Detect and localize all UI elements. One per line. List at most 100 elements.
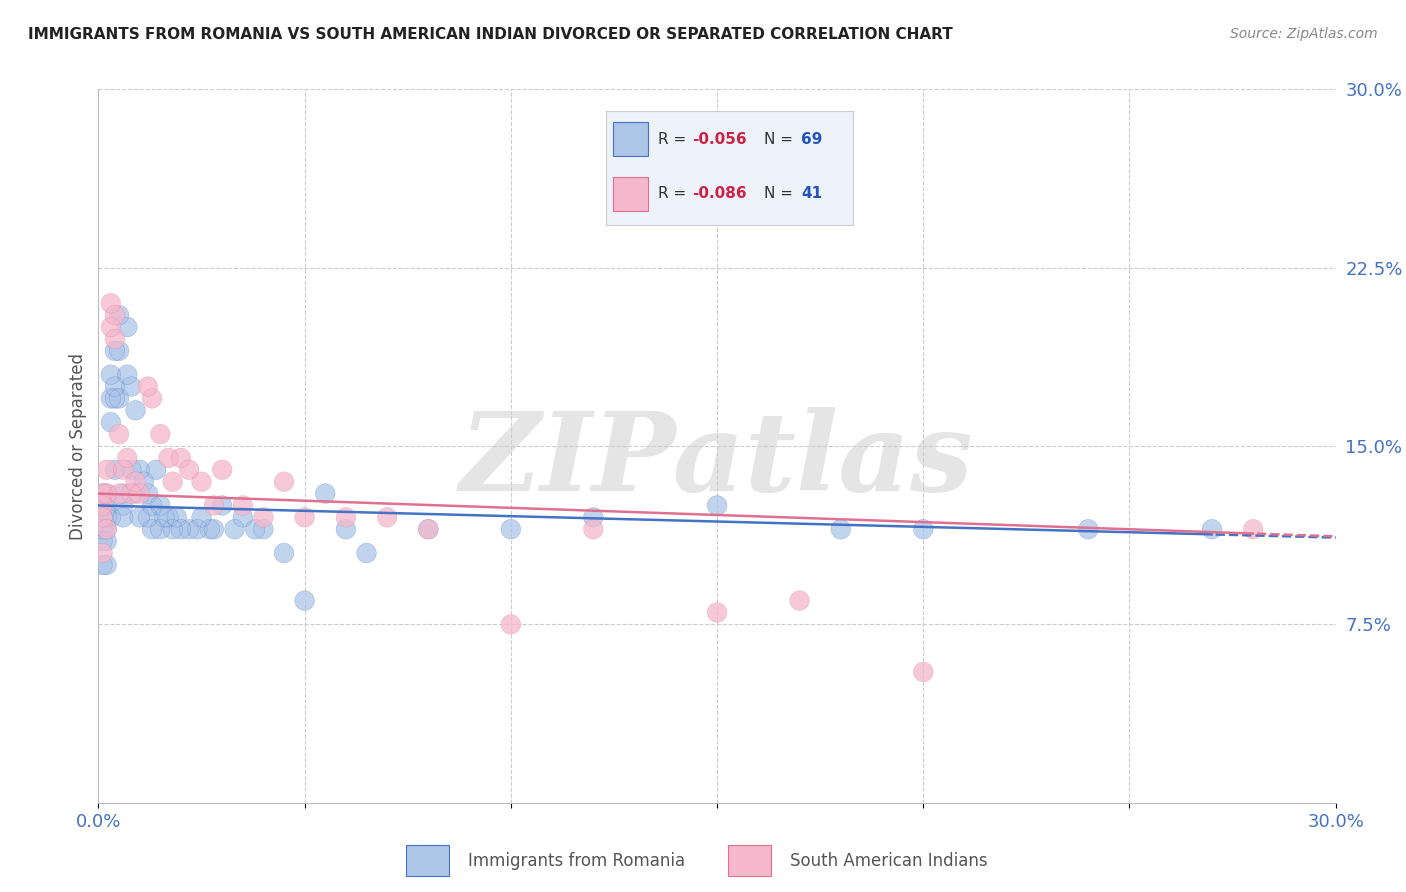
Point	[128, 463, 150, 477]
Point	[100, 415, 122, 429]
Point	[582, 522, 605, 536]
Point	[141, 522, 163, 536]
Point	[294, 510, 316, 524]
Point	[108, 343, 131, 358]
Point	[232, 510, 254, 524]
Point	[789, 593, 811, 607]
Point	[104, 379, 127, 393]
Point	[108, 343, 131, 358]
Point	[186, 522, 208, 536]
Point	[112, 510, 135, 524]
Point	[157, 510, 180, 524]
Point	[789, 593, 811, 607]
Point	[335, 510, 357, 524]
Point	[136, 510, 159, 524]
Point	[499, 522, 522, 536]
Point	[314, 486, 336, 500]
Point	[141, 499, 163, 513]
Point	[252, 522, 274, 536]
Point	[356, 546, 378, 560]
Point	[91, 486, 114, 500]
Point	[100, 368, 122, 382]
Point	[1201, 522, 1223, 536]
Point	[91, 486, 114, 500]
Point	[166, 510, 188, 524]
Point	[170, 522, 193, 536]
Point	[117, 368, 139, 382]
Point	[96, 510, 118, 524]
Point	[91, 558, 114, 572]
Point	[132, 475, 155, 489]
Point	[120, 463, 142, 477]
Point	[112, 510, 135, 524]
Point	[104, 392, 127, 406]
Text: Source: ZipAtlas.com: Source: ZipAtlas.com	[1230, 27, 1378, 41]
Point	[170, 522, 193, 536]
Point	[96, 486, 118, 500]
Point	[91, 499, 114, 513]
Point	[128, 463, 150, 477]
Point	[335, 522, 357, 536]
Point	[124, 486, 146, 500]
Point	[273, 546, 295, 560]
Point	[224, 522, 246, 536]
Point	[117, 320, 139, 334]
Point	[91, 510, 114, 524]
Point	[96, 463, 118, 477]
Y-axis label: Divorced or Separated: Divorced or Separated	[69, 352, 87, 540]
Point	[706, 606, 728, 620]
Point	[136, 379, 159, 393]
Point	[170, 450, 193, 465]
Point	[96, 534, 118, 549]
Point	[1241, 522, 1264, 536]
Point	[211, 463, 233, 477]
Point	[232, 499, 254, 513]
Point	[141, 392, 163, 406]
Point	[335, 510, 357, 524]
Point	[149, 522, 172, 536]
Point	[232, 510, 254, 524]
Point	[117, 450, 139, 465]
Point	[418, 522, 440, 536]
Point	[418, 522, 440, 536]
Point	[252, 522, 274, 536]
Point	[314, 486, 336, 500]
Point	[112, 463, 135, 477]
Point	[136, 486, 159, 500]
Bar	[728, 846, 770, 876]
Point	[96, 510, 118, 524]
Point	[157, 510, 180, 524]
Point	[104, 332, 127, 346]
Point	[375, 510, 398, 524]
Point	[166, 510, 188, 524]
Point	[198, 522, 221, 536]
Point	[104, 343, 127, 358]
Point	[273, 475, 295, 489]
Point	[162, 522, 184, 536]
Point	[96, 463, 118, 477]
Point	[96, 486, 118, 500]
Point	[91, 486, 114, 500]
Point	[112, 486, 135, 500]
Point	[120, 486, 142, 500]
Point	[912, 665, 935, 679]
Point	[128, 510, 150, 524]
Point	[706, 606, 728, 620]
Point	[136, 486, 159, 500]
Point	[100, 296, 122, 310]
Point	[100, 510, 122, 524]
Point	[830, 522, 852, 536]
Point	[830, 522, 852, 536]
Point	[162, 475, 184, 489]
Point	[252, 510, 274, 524]
Point	[96, 499, 118, 513]
Point	[153, 510, 176, 524]
Point	[141, 522, 163, 536]
Point	[100, 392, 122, 406]
Point	[179, 463, 201, 477]
Point	[96, 522, 118, 536]
Point	[145, 463, 167, 477]
Point	[96, 558, 118, 572]
Point	[108, 392, 131, 406]
Point	[499, 522, 522, 536]
